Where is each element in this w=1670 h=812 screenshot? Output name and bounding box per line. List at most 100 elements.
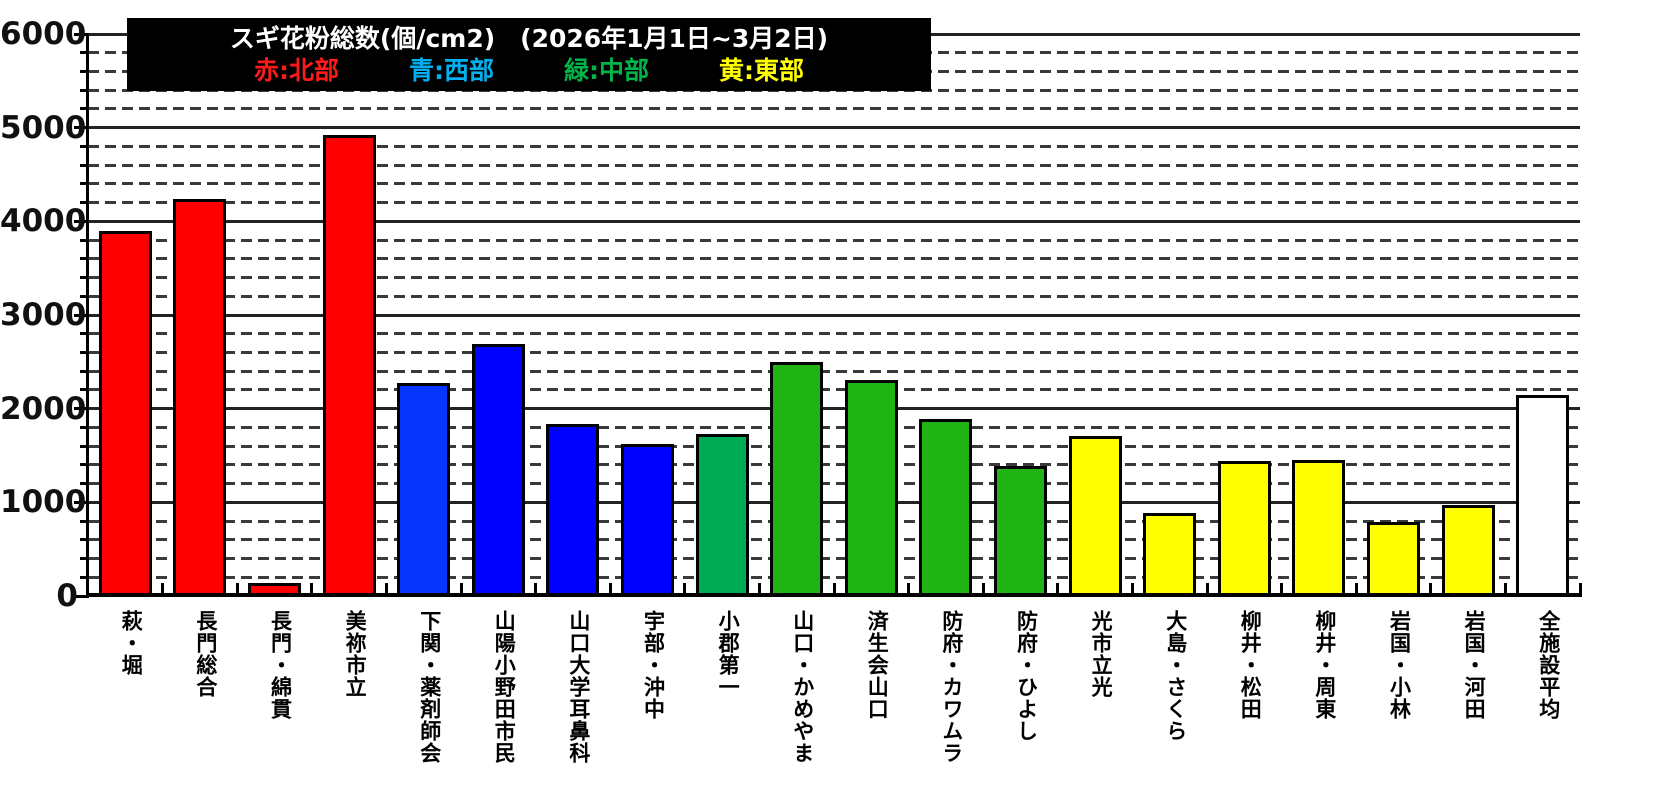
y-tick-3600 (80, 257, 88, 261)
bar-光市立光 (1068, 435, 1122, 596)
bar-大島・さくら (1143, 512, 1197, 596)
x-tick-12 (981, 583, 985, 594)
bar-下関・薬剤師会 (397, 383, 451, 596)
bar-全施設平均 (1516, 394, 1570, 596)
x-label-全施設平均: 全施設平均 (1536, 610, 1561, 720)
x-label-長門総合: 長門総合 (193, 610, 218, 698)
gridline-4600 (88, 163, 1580, 167)
y-label-3000: 3000 (0, 297, 87, 333)
legend-item-黄:東部: 黄:東部 (719, 56, 804, 86)
legend-item-赤:北部: 赤:北部 (254, 56, 339, 86)
bar-山口・かめやま (770, 361, 824, 596)
gridline-2000 (88, 407, 1580, 411)
y-tick-3000 (74, 313, 88, 317)
gridline-2800 (88, 332, 1580, 336)
gridline-1800 (88, 425, 1580, 429)
bar-美祢市立 (322, 135, 376, 596)
x-tick-4 (384, 583, 388, 594)
y-tick-600 (80, 538, 88, 542)
gridline-5000 (88, 126, 1580, 130)
bar-岩国・小林 (1367, 522, 1420, 596)
y-tick-1000 (74, 500, 88, 504)
x-tick-3 (310, 583, 314, 594)
x-label-山陽小野田市民: 山陽小野田市民 (492, 610, 517, 764)
y-tick-800 (80, 519, 88, 523)
gridline-3200 (88, 294, 1580, 298)
y-tick-2800 (80, 332, 88, 336)
y-label-0: 0 (56, 578, 78, 614)
y-tick-4800 (80, 144, 88, 148)
y-tick-4000 (74, 219, 88, 223)
y-tick-5800 (80, 51, 88, 55)
y-tick-6000 (74, 32, 88, 36)
y-tick-5400 (80, 88, 88, 92)
x-label-小郡第一: 小郡第一 (716, 610, 741, 698)
x-label-長門・綿貫: 長門・綿貫 (268, 610, 293, 720)
x-tick-5 (459, 583, 463, 594)
legend-item-緑:中部: 緑:中部 (564, 56, 649, 86)
bar-宇部・沖中 (621, 444, 674, 596)
gridline-4200 (88, 201, 1580, 205)
x-label-済生会山口: 済生会山口 (865, 610, 890, 720)
y-tick-4600 (80, 163, 88, 167)
y-tick-3800 (80, 238, 88, 242)
y-tick-3200 (80, 294, 88, 298)
x-axis (86, 593, 1582, 597)
y-tick-4200 (80, 201, 88, 205)
y-tick-2400 (80, 369, 88, 373)
gridline-2400 (88, 369, 1580, 373)
y-tick-1200 (80, 482, 88, 486)
gridline-5200 (88, 107, 1580, 111)
y-tick-1400 (80, 463, 88, 467)
y-tick-2000 (74, 407, 88, 411)
gridline-4800 (88, 144, 1580, 148)
y-tick-2600 (80, 350, 88, 354)
x-tick-14 (1130, 583, 1134, 594)
gridline-800 (88, 519, 1580, 523)
x-label-萩・堀: 萩・堀 (119, 610, 144, 676)
x-tick-8 (683, 583, 687, 594)
bar-山口大学耳鼻科 (546, 423, 600, 596)
x-label-下関・薬剤師会: 下関・薬剤師会 (417, 610, 442, 764)
y-axis-labels: 0 1000 2000 3000 4000 5000 6000 (0, 0, 87, 640)
gridline-200 (88, 575, 1580, 579)
x-label-山口・かめやま: 山口・かめやま (790, 610, 815, 764)
gridline-400 (88, 557, 1580, 561)
bar-防府・カワムラ (919, 418, 973, 596)
bar-山陽小野田市民 (471, 344, 525, 596)
bar-柳井・松田 (1217, 461, 1271, 596)
x-tick-2 (235, 583, 239, 594)
x-tick-11 (907, 583, 911, 594)
bar-柳井・周東 (1292, 460, 1346, 596)
gridline-3000 (88, 313, 1580, 317)
bar-済生会山口 (844, 379, 898, 596)
gridline-1000 (88, 500, 1580, 504)
x-axis-labels: 萩・堀 長門総合 長門・綿貫 美祢市立 下関・薬剤師会 山陽小野田市民 山口大学耳鼻科 宇部・… (88, 610, 1580, 810)
bar-小郡第一 (695, 433, 749, 596)
x-tick-18 (1429, 583, 1433, 594)
x-tick-19 (1503, 583, 1507, 594)
legend-item-青:西部: 青:西部 (409, 56, 494, 86)
x-tick-10 (832, 583, 836, 594)
gridline-600 (88, 538, 1580, 542)
y-tick-0 (74, 594, 88, 598)
gridline-1200 (88, 482, 1580, 486)
x-label-美祢市立: 美祢市立 (343, 610, 368, 698)
y-tick-1800 (80, 425, 88, 429)
x-label-宇部・沖中: 宇部・沖中 (641, 610, 666, 720)
gridline-2600 (88, 350, 1580, 354)
x-label-岩国・小林: 岩国・小林 (1387, 610, 1412, 720)
y-tick-200 (80, 575, 88, 579)
x-tick-7 (608, 583, 612, 594)
y-label-6000: 6000 (0, 16, 87, 52)
gridline-2200 (88, 388, 1580, 392)
y-label-2000: 2000 (0, 390, 87, 427)
y-label-5000: 5000 (0, 109, 87, 146)
x-label-柳井・松田: 柳井・松田 (1238, 610, 1263, 720)
x-tick-16 (1280, 583, 1284, 594)
x-label-山口大学耳鼻科: 山口大学耳鼻科 (566, 610, 591, 764)
y-tick-3400 (80, 276, 88, 280)
gridline-1400 (88, 463, 1580, 467)
bar-萩・堀 (98, 230, 152, 596)
